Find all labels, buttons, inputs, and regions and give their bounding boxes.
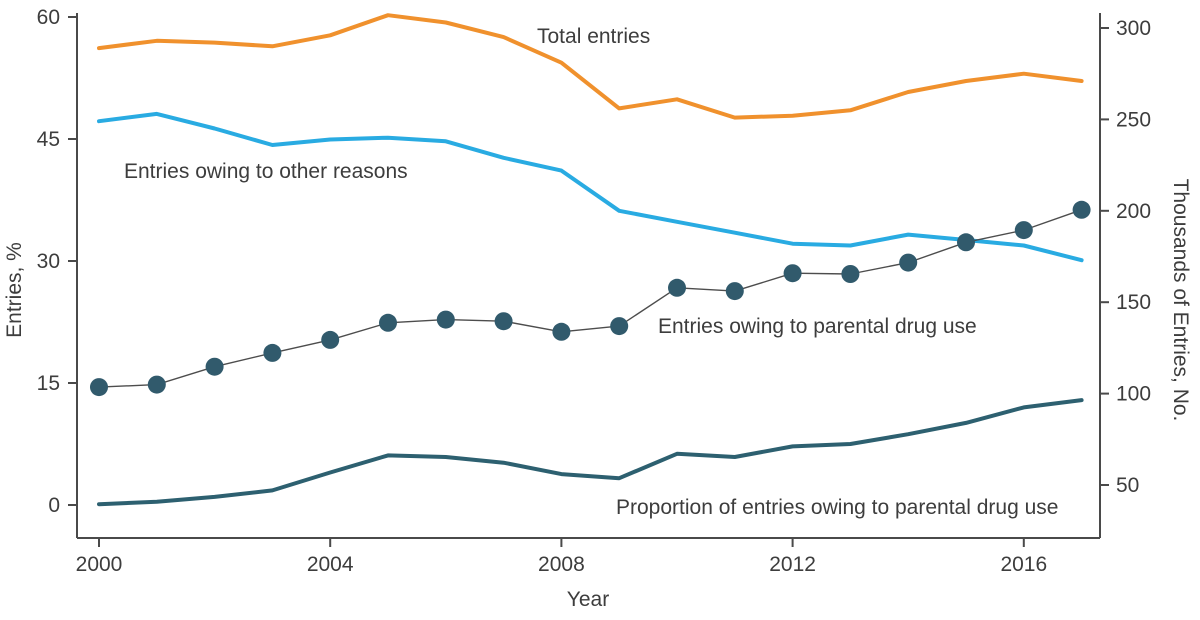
series-parental-drug-use-marker [841,265,860,283]
left-axis-tick-label: 45 [37,128,60,151]
annotation-label: Proportion of entries owing to parental … [616,496,1058,519]
series-parental-drug-use-marker [957,233,975,252]
annotation-label: Entries owing to other reasons [124,160,408,183]
series-parental-drug-use-marker [552,322,571,341]
series-parental-drug-use-marker [668,278,686,297]
axis-title-left: Entries, % [3,242,26,338]
right-axis-tick-label: 250 [1116,108,1151,131]
series-parental-drug-use-marker [783,264,802,283]
axis-title-x: Year [567,588,609,611]
series-proportion-parental-drug-use-line [97,398,1084,507]
right-axis-tick-label: 50 [1116,474,1139,497]
x-axis-tick-label: 2008 [538,553,585,576]
annotation-label: Total entries [537,25,650,48]
right-axis-tick-label: 300 [1116,17,1151,40]
left-axis-tick-label: 0 [48,494,60,517]
series-parental-drug-use-marker [610,317,629,336]
series-parental-drug-use-marker [263,343,282,362]
series-parental-drug-use-line [98,209,1083,388]
series-parental-drug-use-marker [147,375,166,394]
series-parental-drug-use-marker [899,253,918,272]
axis-title-right: Thousands of Entries, No. [1169,179,1192,422]
series-parental-drug-use-marker [436,310,455,329]
series-parental-drug-use-marker [205,357,224,376]
series-parental-drug-use-marker [90,378,108,397]
series-parental-drug-use-marker [321,330,340,349]
series-parental-drug-use-marker [494,312,513,331]
right-axis-tick-label: 150 [1116,291,1151,314]
right-axis-tick-label: 100 [1116,383,1151,406]
x-axis-tick-label: 2004 [307,553,354,576]
series-layer [90,13,1091,507]
x-axis-tick-label: 2000 [76,553,123,576]
series-parental-drug-use-marker [725,282,744,301]
x-axis-tick-label: 2016 [1000,553,1047,576]
left-axis-tick-label: 30 [37,250,60,273]
right-axis-tick-label: 200 [1116,200,1151,223]
series-parental-drug-use-marker [1014,221,1033,240]
annotation-label: Entries owing to parental drug use [658,315,977,338]
x-axis-tick-label: 2012 [769,553,816,576]
series-other-reasons-line [97,111,1084,263]
series-total-entries-line [97,13,1084,120]
left-axis-tick-label: 60 [37,6,60,29]
left-axis-tick-label: 15 [37,372,60,395]
series-parental-drug-use-marker [1072,200,1091,219]
series-parental-drug-use-marker [379,313,397,332]
